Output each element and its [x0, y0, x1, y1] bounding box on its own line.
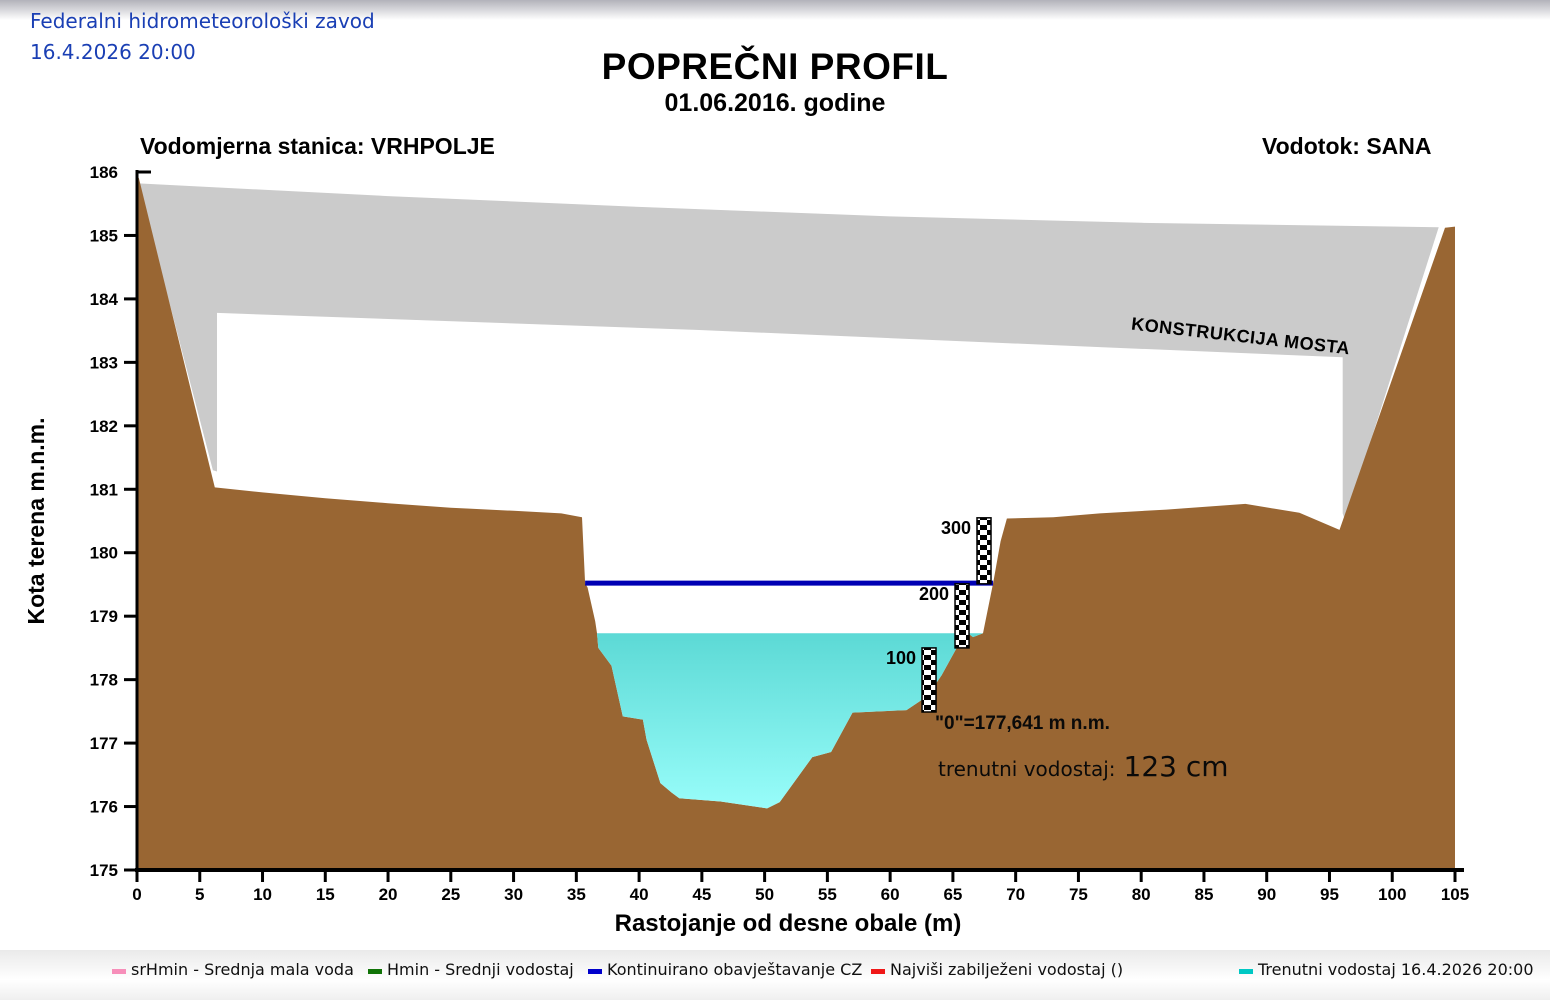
legend-bar	[0, 950, 1550, 1000]
bridge-area	[138, 183, 1439, 521]
x-tick-label: 80	[1132, 885, 1151, 904]
x-tick-label: 5	[195, 885, 204, 904]
x-tick-label: 70	[1006, 885, 1025, 904]
legend-swatch-current-level	[1239, 968, 1253, 974]
y-tick-label: 185	[90, 226, 118, 245]
y-tick-label: 182	[90, 417, 118, 436]
header-gradient	[0, 0, 1550, 20]
x-tick-label: 85	[1194, 885, 1213, 904]
gauge-zero-annotation: "0"=177,641 m n.m.	[935, 713, 1110, 734]
x-tick-label: 65	[943, 885, 962, 904]
x-tick-label: 90	[1257, 885, 1276, 904]
x-tick-label: 60	[881, 885, 900, 904]
x-tick-label: 0	[132, 885, 141, 904]
y-axis-title: Kota terena m.n.m.	[23, 417, 49, 625]
legend-swatch-max-recorded	[871, 968, 885, 974]
y-tick-label: 178	[90, 671, 118, 690]
legend-item: Trenutni vodostaj 16.4.2026 20:00	[1239, 960, 1534, 979]
legend-item: Najviši zabilježeni vodostaj ()	[871, 960, 1123, 979]
legend-item-label: Hmin - Srednji vodostaj	[387, 960, 574, 979]
legend-item-label: Trenutni vodostaj 16.4.2026 20:00	[1258, 960, 1534, 979]
staff-gauge-label: 200	[919, 584, 949, 604]
legend-swatch-srhmin	[112, 968, 126, 974]
staff-gauge	[954, 583, 970, 649]
y-tick-label: 184	[90, 290, 119, 309]
water-area	[597, 633, 983, 809]
staff-gauge	[921, 647, 937, 713]
x-tick-label: 105	[1441, 885, 1469, 904]
y-tick-label: 186	[90, 163, 118, 182]
x-tick-label: 10	[253, 885, 272, 904]
station-label: Vodomjerna stanica: VRHPOLJE	[140, 133, 495, 159]
y-tick-label: 179	[90, 607, 118, 626]
agency-name: Federalni hidrometeorološki zavod	[30, 9, 375, 33]
y-tick-label: 176	[90, 798, 118, 817]
report-datetime: 16.4.2026 20:00	[30, 40, 196, 64]
x-tick-label: 35	[567, 885, 586, 904]
legend-item: Hmin - Srednji vodostaj	[368, 960, 574, 979]
x-axis-title: Rastojanje od desne obale (m)	[614, 910, 962, 937]
watercourse-label: Vodotok: SANA	[1262, 133, 1432, 159]
current-level-annotation: trenutni vodostaj: 123 cm	[938, 750, 1229, 783]
title-block: POPREČNI PROFIL 01.06.2016. godine	[0, 46, 1550, 118]
x-tick-label: 20	[379, 885, 398, 904]
legend-item: srHmin - Srednja mala voda	[112, 960, 354, 979]
page-subtitle: 01.06.2016. godine	[664, 89, 886, 117]
staff-gauge	[976, 517, 992, 585]
x-tick-label: 95	[1320, 885, 1339, 904]
legend-item: Kontinuirano obavještavanje CZ	[588, 960, 862, 979]
staff-gauge-label: 100	[886, 648, 916, 668]
y-tick-label: 180	[90, 544, 118, 563]
x-tick-label: 45	[692, 885, 711, 904]
legend-swatch-cz-line	[588, 968, 602, 974]
x-tick-label: 75	[1069, 885, 1088, 904]
legend-item-label: srHmin - Srednja mala voda	[131, 960, 354, 979]
x-tick-label: 55	[818, 885, 837, 904]
current-level-label: trenutni vodostaj:	[938, 757, 1116, 781]
legend-item-label: Kontinuirano obavještavanje CZ	[607, 960, 863, 979]
x-tick-label: 15	[316, 885, 335, 904]
legend-swatch-hmin	[368, 968, 382, 974]
y-tick-label: 177	[90, 734, 118, 753]
x-tick-label: 25	[441, 885, 460, 904]
current-level-value: 123 cm	[1123, 750, 1229, 783]
x-tick-label: 50	[755, 885, 774, 904]
x-tick-label: 40	[630, 885, 649, 904]
x-tick-label: 100	[1378, 885, 1406, 904]
staff-gauge-label: 300	[941, 518, 971, 538]
x-tick-label: 30	[504, 885, 523, 904]
y-tick-label: 181	[90, 480, 118, 499]
legend-item-label: Najviši zabilježeni vodostaj ()	[890, 960, 1124, 979]
y-tick-label: 183	[90, 353, 118, 372]
page-title: POPREČNI PROFIL	[601, 46, 949, 87]
y-tick-label: 175	[90, 861, 118, 880]
terrain-area	[137, 175, 1455, 870]
